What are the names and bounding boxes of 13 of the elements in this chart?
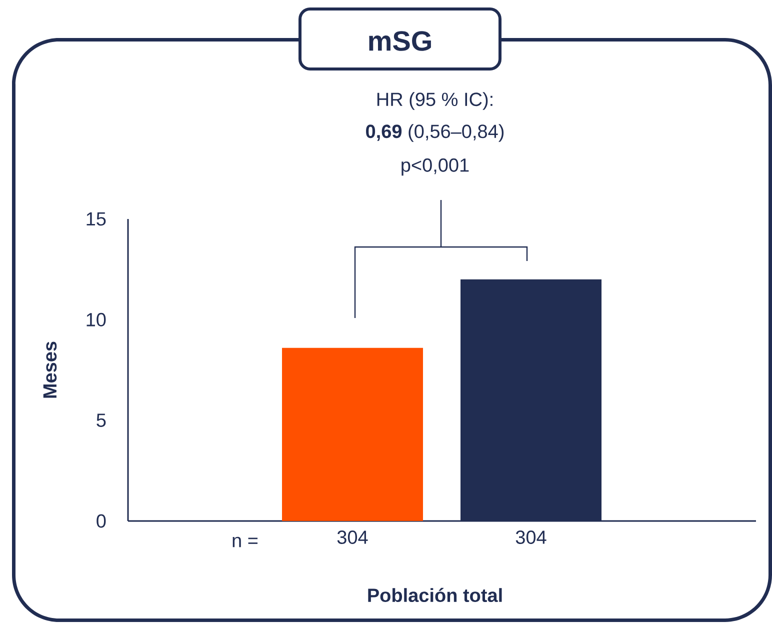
text: p<0,001 — [402, 158, 469, 176]
x-tick-label: 304 — [337, 530, 368, 544]
chart-title: mSG — [369, 31, 431, 51]
y-axis-title: Meses — [43, 342, 57, 398]
y-tick-label: 15 — [86, 212, 106, 226]
x-axis-title: Población total — [368, 588, 502, 602]
text: HR (95 % IC): — [377, 92, 492, 110]
y-tick-label: 0 — [96, 514, 106, 528]
y-tick-label: 10 — [86, 312, 106, 326]
y-tick-label: 5 — [96, 414, 106, 427]
text: 0,69 (0,56–0,84) — [366, 124, 504, 142]
x-tick-label: 304 — [516, 530, 546, 544]
text: n = — [232, 536, 258, 548]
